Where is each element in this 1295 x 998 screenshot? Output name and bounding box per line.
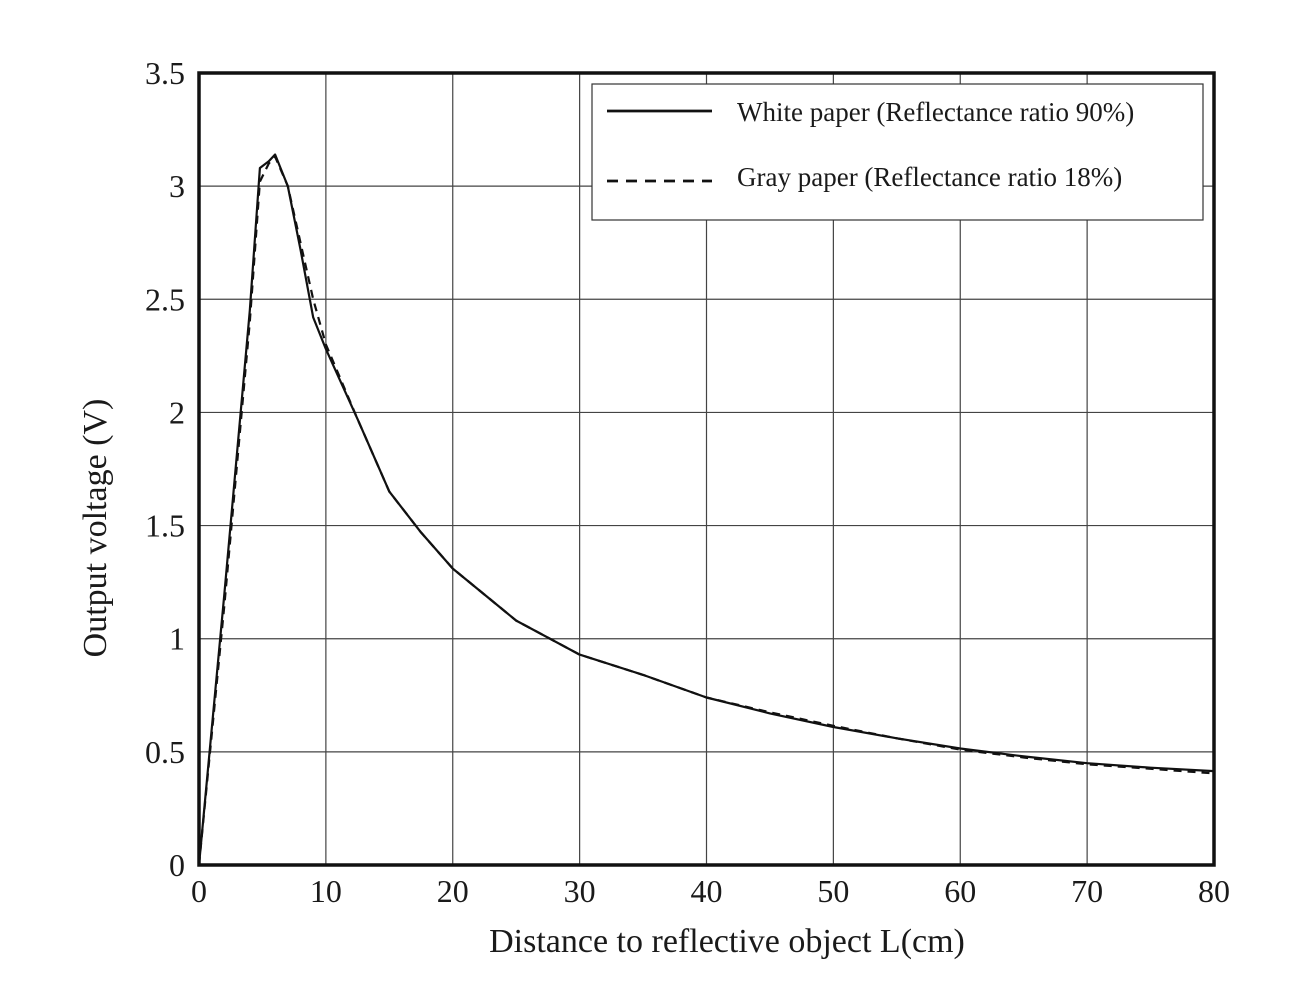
series-line-gray-paper (197, 155, 1215, 866)
x-axis-label: Distance to reflective object L(cm) (489, 923, 965, 960)
legend-label-white-paper: White paper (Reflectance ratio 90%) (737, 97, 1134, 127)
x-tick-label: 80 (1198, 873, 1230, 909)
x-tick-label: 10 (310, 873, 342, 909)
series-line-white-paper (197, 153, 1215, 866)
y-tick-label: 1.5 (145, 508, 185, 544)
y-tick-label: 3 (169, 168, 185, 204)
y-tick-label: 2 (169, 394, 185, 430)
plot-frame (197, 71, 1216, 867)
series-group (197, 153, 1215, 866)
x-tick-label: 0 (191, 873, 207, 909)
y-tick-label: 3.5 (145, 55, 185, 91)
x-tick-label: 40 (691, 873, 723, 909)
y-tick-label: 0.5 (145, 734, 185, 770)
y-tick-label: 0 (169, 847, 185, 883)
x-tick-label: 60 (944, 873, 976, 909)
x-tick-label: 20 (437, 873, 469, 909)
legend-box (591, 83, 1204, 221)
x-tick-label: 30 (564, 873, 596, 909)
x-tick-label: 50 (817, 873, 849, 909)
legend-label-gray-paper: Gray paper (Reflectance ratio 18%) (737, 162, 1122, 192)
x-tick-label: 70 (1071, 873, 1103, 909)
y-tick-label: 2.5 (145, 281, 185, 317)
tick-labels: 0 10 20 30 40 50 60 70 80 0 0.5 1 1.5 2 2.5 3 3.5 (145, 55, 1230, 909)
legend: White paper (Reflectance ratio 90%) Gray… (591, 83, 1204, 221)
y-axis-label: Output voltage (V) (77, 399, 114, 658)
y-tick-label: 1 (169, 621, 185, 657)
